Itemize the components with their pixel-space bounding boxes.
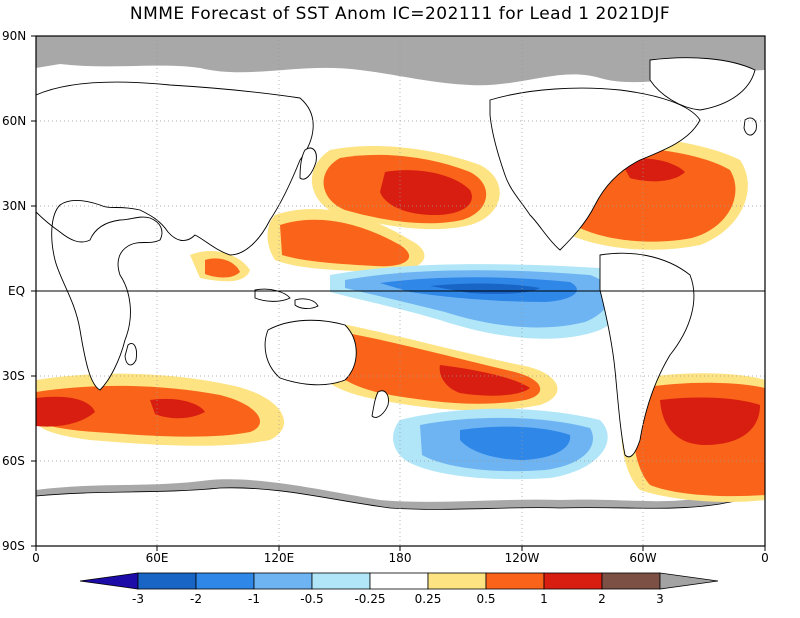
colorbar-neutral (369, 572, 429, 590)
colorbar-p025-p05 (427, 572, 487, 590)
xtick-120e: 120E (263, 551, 295, 565)
colorbar-label: 2 (598, 592, 606, 606)
xtick-0-end: 0 (761, 551, 769, 565)
ytick-eq: EQ (8, 284, 26, 298)
colorbar-m1-m05 (253, 572, 313, 590)
xtick-120w: 120W (504, 551, 540, 565)
ytick-60n: 60N (2, 114, 27, 128)
xtick-180: 180 (388, 551, 412, 565)
colorbar-label: 1 (540, 592, 548, 606)
colorbar-label: -1 (248, 592, 260, 606)
ytick-90s: 90S (2, 539, 25, 553)
map-title: NMME Forecast of SST Anom IC=202111 for … (129, 4, 671, 24)
land (36, 57, 757, 458)
colorbar-label: 0.5 (476, 592, 496, 606)
colorbar-label: -0.25 (354, 592, 386, 606)
xtick-60w: 60W (629, 551, 657, 565)
colorbar-gt3 (659, 572, 719, 590)
colorbar-label: 3 (656, 592, 664, 606)
xtick-0: 0 (32, 551, 40, 565)
colorbar-m05-m025 (311, 572, 371, 590)
colorbar-p05-p1 (485, 572, 545, 590)
colorbar-label: -0.5 (300, 592, 324, 606)
colorbar-m3-m2 (137, 572, 197, 590)
colorbar-p2-p3 (601, 572, 661, 590)
ytick-60s: 60S (2, 454, 25, 468)
ytick-90n: 90N (2, 29, 27, 43)
arctic-ice (36, 36, 765, 86)
ytick-30s: 30S (2, 369, 25, 383)
colorbar-label: -3 (132, 592, 144, 606)
colorbar-label: -2 (190, 592, 202, 606)
colorbar-label: 0.25 (414, 592, 442, 606)
colorbar-m2-m1 (195, 572, 255, 590)
ytick-30n: 30N (2, 199, 27, 213)
colorbar (79, 572, 719, 590)
colorbar-p1-p2 (543, 572, 603, 590)
antarctica-land (36, 487, 765, 546)
xtick-60e: 60E (145, 551, 169, 565)
colorbar-lt3 (79, 572, 139, 590)
